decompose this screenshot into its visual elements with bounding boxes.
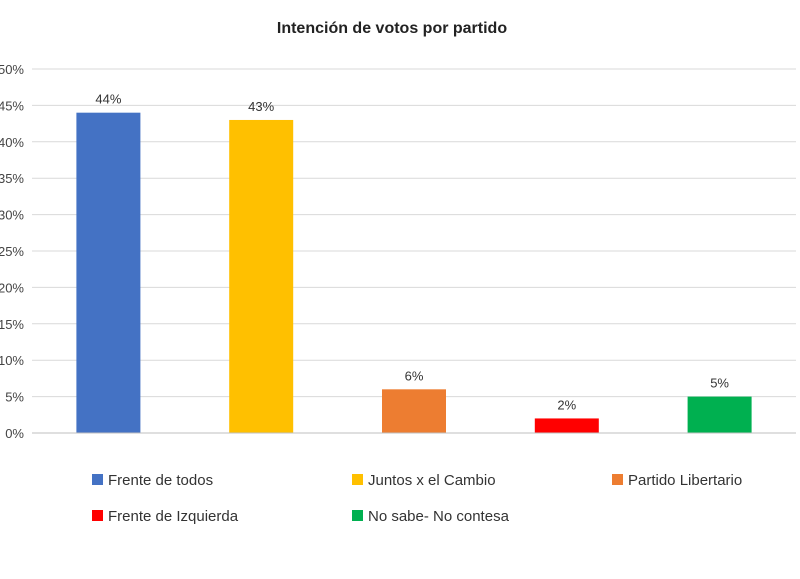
y-tick-label: 15% xyxy=(0,317,24,332)
y-tick-label: 10% xyxy=(0,353,24,368)
legend-swatch xyxy=(352,474,363,485)
y-tick-label: 5% xyxy=(5,390,24,405)
legend-swatch xyxy=(612,474,623,485)
legend: Frente de todos Juntos x el Cambio Partido… xyxy=(92,472,742,525)
legend-swatch xyxy=(92,474,103,485)
legend-label: Frente de Izquierda xyxy=(108,508,239,525)
legend-label: Frente de todos xyxy=(108,472,213,489)
data-label: 5% xyxy=(710,376,729,391)
legend-swatch xyxy=(352,510,363,521)
data-label: 44% xyxy=(95,92,121,107)
bar xyxy=(687,396,752,433)
y-tick-label: 45% xyxy=(0,98,24,113)
data-label: 6% xyxy=(405,368,424,383)
legend-label: Partido Libertario xyxy=(628,472,742,489)
y-tick-label: 35% xyxy=(0,171,24,186)
grid-lines xyxy=(32,68,796,398)
y-axis-ticks: 0% 5% 10% 15% 20% 25% 30% 35% 40% 45% 50% xyxy=(0,62,24,441)
y-tick-label: 0% xyxy=(5,426,24,441)
y-tick-label: 25% xyxy=(0,244,24,259)
y-tick-label: 20% xyxy=(0,280,24,295)
chart-title: Intención de votos por partido xyxy=(277,20,507,37)
data-label: 2% xyxy=(557,397,576,412)
bar xyxy=(76,112,141,434)
data-label: 43% xyxy=(248,99,274,114)
legend-label: Juntos x el Cambio xyxy=(368,472,496,489)
legend-label: No sabe- No contesa xyxy=(368,508,510,525)
bar xyxy=(382,389,446,433)
bar xyxy=(534,418,599,433)
legend-swatch xyxy=(92,510,103,521)
data-labels: 44% 43% 6% 2% 5% xyxy=(95,92,729,413)
y-tick-label: 50% xyxy=(0,62,24,77)
bars xyxy=(76,112,752,434)
y-tick-label: 40% xyxy=(0,135,24,150)
bar xyxy=(229,119,294,434)
y-tick-label: 30% xyxy=(0,208,24,223)
